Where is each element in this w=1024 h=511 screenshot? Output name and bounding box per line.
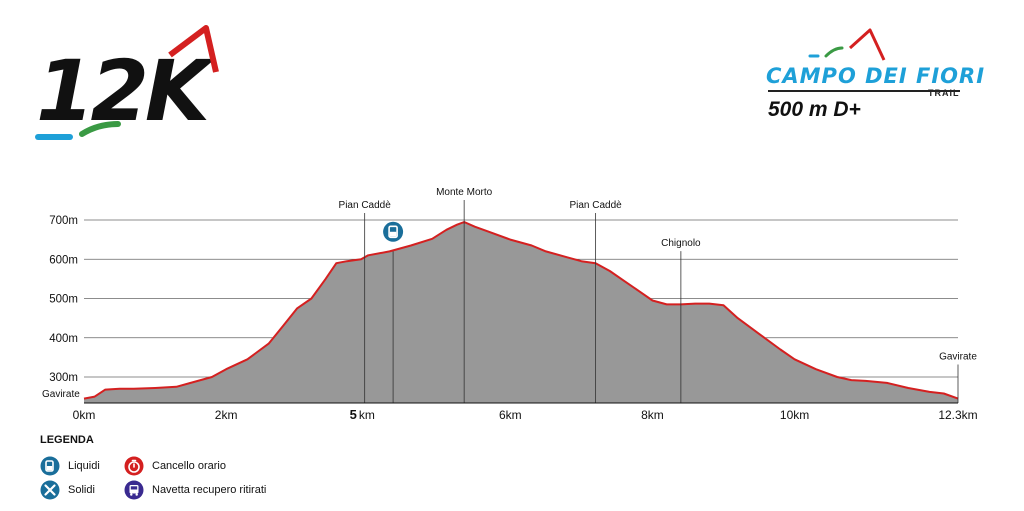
- legend-item-cancello: Cancello orario: [124, 456, 226, 476]
- elevation-chart: 300m 400m 500m 600m 700m Pian Caddè Monte Mort…: [42, 187, 978, 422]
- brand-divider: [768, 90, 960, 92]
- x-tick-label: 10km: [780, 408, 809, 422]
- x-tick-label: 8km: [641, 408, 664, 422]
- waypoint-label: Chignolo: [661, 238, 701, 249]
- legend: LEGENDA Liquidi Solidi Cancello orario: [40, 434, 440, 510]
- liquid-icon: [40, 456, 60, 476]
- waypoint-label: Monte Morto: [436, 187, 493, 198]
- brand-sub: TRAIL: [928, 88, 960, 98]
- legend-label-solidi: Solidi: [68, 484, 95, 496]
- legend-item-navetta: Navetta recupero ritirati: [124, 480, 266, 500]
- x-tick-unit: km: [359, 408, 375, 422]
- legend-label-cancello: Cancello orario: [152, 460, 226, 472]
- legend-item-liquidi: Liquidi: [40, 456, 100, 476]
- x-tick-label: 2km: [215, 408, 238, 422]
- aid-station-bottle: [388, 225, 398, 239]
- y-tick-label: 700m: [49, 215, 78, 227]
- elevation-line: [83, 221, 959, 400]
- waypoint-label: Gavirate: [939, 352, 977, 363]
- x-tick-label: 12.3km: [938, 408, 977, 422]
- race-logo: 12K: [30, 20, 230, 150]
- legend-label-liquidi: Liquidi: [68, 460, 100, 472]
- x-tick-emph: 5: [350, 407, 357, 422]
- logo-red-peak: [168, 25, 219, 73]
- brand-name: CAMPO DEI FIORI: [766, 64, 986, 88]
- y-tick-label: 300m: [49, 372, 78, 384]
- y-tick-label: 500m: [49, 294, 78, 306]
- aid-station-bottle-fill: [389, 231, 397, 237]
- brand-logo: CAMPO DEI FIORI TRAIL 500 m D+: [760, 28, 984, 128]
- y-tick-label: 600m: [49, 254, 78, 266]
- y-tick-label: 400m: [49, 333, 78, 345]
- brand-peak-graphic: [808, 28, 886, 61]
- waypoint-label: Pian Caddè: [339, 200, 392, 211]
- waypoint-label: Gavirate: [42, 389, 80, 400]
- legend-title: LEGENDA: [40, 434, 94, 446]
- bus-icon: [124, 480, 144, 500]
- elevation-gain: 500 m D+: [768, 98, 861, 121]
- legend-label-navetta: Navetta recupero ritirati: [152, 484, 267, 496]
- food-icon: [40, 480, 60, 500]
- aid-station-liquid-icon: [383, 221, 404, 242]
- logo-green-dash: [79, 121, 121, 137]
- race-logo-text: 12K: [36, 42, 216, 140]
- waypoint-label: Pian Caddè: [569, 200, 622, 211]
- legend-item-solidi: Solidi: [40, 480, 95, 500]
- x-tick-label: 0km: [73, 408, 96, 422]
- stopwatch-icon: [124, 456, 144, 476]
- elevation-area: [84, 222, 958, 403]
- x-tick-label: 6km: [499, 408, 522, 422]
- race-logo-graphic: 12K: [35, 25, 220, 140]
- x-tick-label: 5 km: [350, 407, 375, 422]
